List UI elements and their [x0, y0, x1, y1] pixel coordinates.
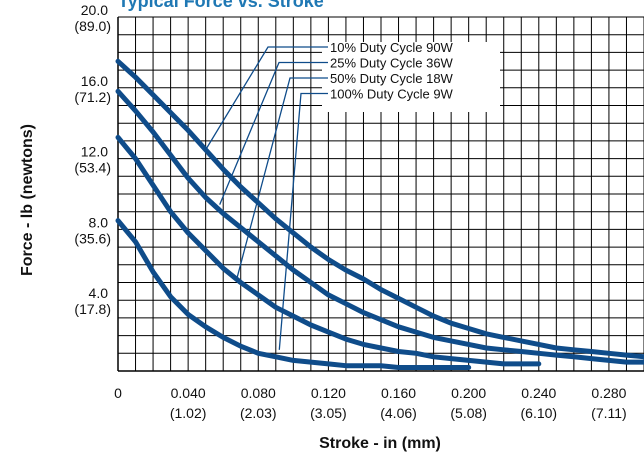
x-tick-sublabel: (7.11) — [591, 405, 627, 421]
x-tick-label: 0.080 — [241, 385, 276, 401]
x-tick-label: 0.200 — [451, 385, 486, 401]
x-tick-sublabel: (5.08) — [450, 405, 487, 421]
plot-border — [117, 17, 644, 372]
legend-leader-line — [236, 77, 328, 278]
x-tick-sublabel: (1.02) — [170, 405, 207, 421]
legend-entry-50pct: 50% Duty Cycle 18W — [330, 71, 454, 86]
y-tick-sublabel: (35.6) — [74, 230, 111, 246]
legend-entry-25pct: 25% Duty Cycle 36W — [330, 56, 454, 71]
series-line-25pct — [115, 88, 644, 365]
x-tick-label: 0 — [114, 385, 122, 401]
chart-grid — [117, 16, 644, 372]
series-line-50pct — [115, 134, 542, 367]
series-line-10pct — [115, 58, 644, 360]
x-tick-label: 0.120 — [311, 385, 346, 401]
x-tick-sublabel: (2.03) — [240, 405, 277, 421]
x-axis-ticks: 0 0.040 (1.02) 0.080 (2.03) 0.120 (3.05) 0.160 (… — [114, 385, 627, 421]
x-tick-label: 0.280 — [591, 385, 626, 401]
series-line-100pct — [115, 218, 472, 370]
legend-leader-line — [278, 92, 328, 350]
y-axis-title: Force - lb (newtons) — [19, 124, 36, 276]
y-tick-label: 12.0 — [81, 144, 108, 160]
legend-leader-line — [219, 61, 328, 205]
x-tick-label: 0.160 — [381, 385, 416, 401]
x-tick-sublabel: (3.05) — [310, 405, 347, 421]
x-tick-label: 0.040 — [171, 385, 206, 401]
legend-background — [322, 42, 500, 112]
y-tick-sublabel: (71.2) — [74, 89, 111, 105]
x-tick-label: 0.240 — [521, 385, 556, 401]
legend-entry-10pct: 10% Duty Cycle 90W — [330, 40, 454, 55]
y-tick-label: 4.0 — [89, 285, 109, 301]
chart-title: Typical Force vs. Stroke — [118, 0, 324, 11]
y-tick-label: 16.0 — [81, 73, 108, 89]
y-tick-sublabel: (53.4) — [74, 160, 111, 176]
y-axis-ticks: 20.0(89.0) 16.0(71.2) 12.0(53.4) 8.0(35.6) 4… — [74, 2, 111, 317]
y-tick-sublabel: (17.8) — [74, 301, 111, 317]
x-tick-sublabel: (4.06) — [380, 405, 417, 421]
legend-entry-100pct: 100% Duty Cycle 9W — [330, 87, 454, 102]
series-lines — [115, 58, 644, 370]
y-tick-label: 20.0 — [81, 2, 108, 18]
legend-leader-line — [205, 46, 328, 151]
y-tick-sublabel: (89.0) — [74, 18, 111, 34]
x-axis-title: Stroke - in (mm) — [319, 435, 441, 452]
y-tick-label: 8.0 — [89, 214, 109, 230]
x-tick-sublabel: (6.10) — [521, 405, 558, 421]
